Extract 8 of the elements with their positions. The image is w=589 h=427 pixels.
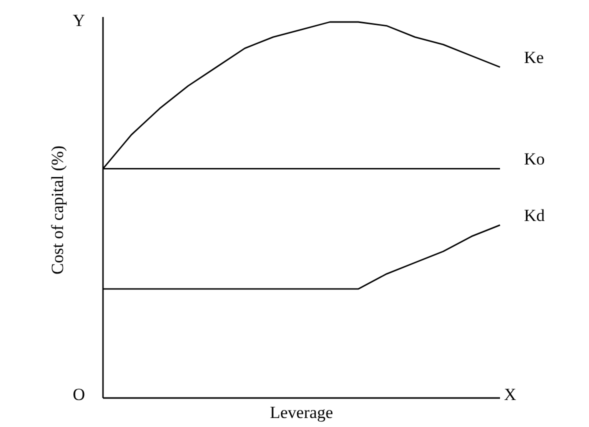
series-label: Ko <box>524 150 545 169</box>
series-label: Kd <box>524 206 546 226</box>
text: X <box>504 385 516 404</box>
series-label: Ke <box>524 48 544 68</box>
text: Y <box>72 11 85 30</box>
text: O <box>72 385 85 404</box>
x-axis-title: Leverage <box>270 403 334 422</box>
y-axis-title: Cost of capital (%) <box>48 146 67 274</box>
